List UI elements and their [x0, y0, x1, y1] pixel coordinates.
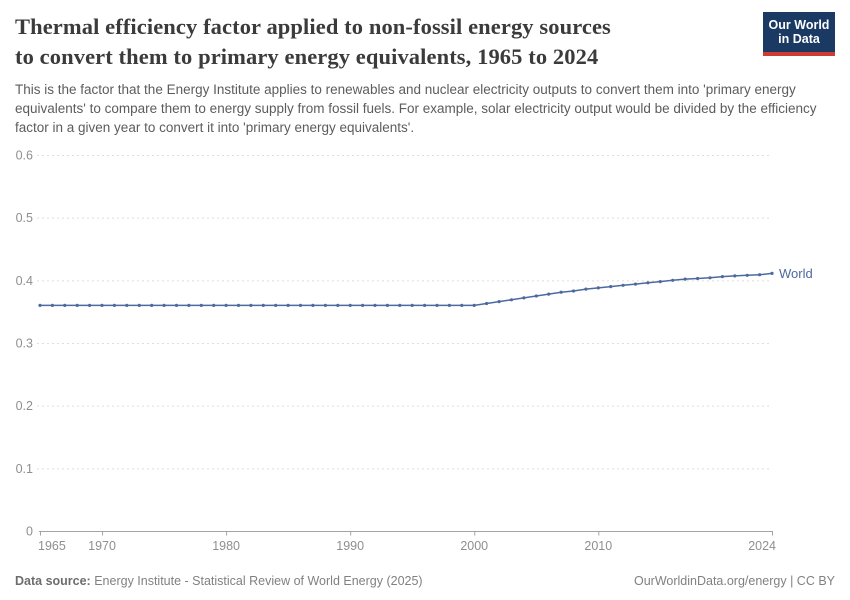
line-chart-plot-area[interactable]: 0 0.1 0.2 0.3 0.4 0.5 0.6 1965 1970 1980 1990 2000 2…	[0, 140, 850, 572]
data-point[interactable]	[311, 303, 315, 307]
data-point[interactable]	[522, 296, 526, 300]
data-point[interactable]	[509, 298, 514, 302]
series-line-world[interactable]	[40, 272, 773, 307]
x-axis-tick-label: 2000	[460, 539, 488, 553]
chart-footer: Data source: Energy Institute - Statisti…	[15, 574, 835, 588]
chart-title: Thermal efficiency factor applied to non…	[15, 12, 755, 72]
data-point[interactable]	[88, 303, 92, 307]
data-point[interactable]	[410, 303, 414, 307]
data-point[interactable]	[336, 303, 340, 307]
data-point[interactable]	[125, 303, 129, 307]
data-point[interactable]	[596, 286, 600, 290]
data-point[interactable]	[423, 303, 427, 307]
y-axis-tick-label: 0.1	[16, 462, 33, 476]
x-axis-tick-label: 1990	[336, 539, 364, 553]
y-axis-tick-label: 0.2	[16, 399, 33, 413]
y-axis-tick-label: 0	[26, 525, 33, 539]
data-point[interactable]	[187, 303, 191, 307]
y-axis-tick-label: 0.5	[16, 211, 33, 225]
data-point[interactable]	[63, 303, 67, 307]
data-point[interactable]	[559, 290, 563, 294]
data-point[interactable]	[609, 285, 613, 289]
data-point[interactable]	[286, 303, 290, 307]
data-point[interactable]	[460, 303, 464, 307]
data-point[interactable]	[385, 303, 389, 307]
x-axis-tick-label: 2010	[584, 539, 612, 553]
data-point[interactable]	[696, 276, 700, 281]
data-point[interactable]	[745, 273, 749, 277]
data-point[interactable]	[584, 287, 588, 291]
data-point[interactable]	[373, 303, 377, 307]
credit-link[interactable]: OurWorldinData.org/energy | CC BY	[633, 574, 835, 588]
data-point[interactable]	[137, 303, 141, 307]
data-point[interactable]	[571, 289, 576, 293]
x-axis-tick-label: 1965	[38, 539, 66, 553]
x-axis-tick-label: 2024	[748, 539, 776, 553]
chart-header: Our World in Data Thermal efficiency fac…	[15, 12, 835, 137]
x-axis-tick-label: 1980	[212, 539, 240, 553]
y-axis-tick-label: 0.3	[16, 337, 33, 351]
data-point[interactable]	[683, 277, 687, 281]
data-point[interactable]	[112, 303, 116, 307]
data-point[interactable]	[174, 303, 179, 307]
data-point[interactable]	[298, 303, 303, 307]
data-point[interactable]	[261, 303, 265, 307]
data-point[interactable]	[398, 303, 402, 307]
data-point[interactable]	[633, 282, 638, 286]
data-point[interactable]	[547, 292, 551, 296]
data-point[interactable]	[100, 303, 104, 307]
data-point[interactable]	[75, 303, 79, 307]
y-axis-tick-label: 0.4	[16, 274, 33, 288]
data-point[interactable]	[323, 303, 327, 307]
data-point[interactable]	[720, 275, 725, 279]
data-source-label: Data source:	[15, 574, 91, 588]
data-point[interactable]	[224, 303, 228, 307]
data-point[interactable]	[150, 303, 154, 307]
data-point[interactable]	[38, 303, 42, 307]
data-point[interactable]	[708, 276, 712, 280]
chart-title-line2: to convert them to primary energy equiva…	[15, 43, 599, 69]
data-point[interactable]	[671, 278, 675, 282]
data-point[interactable]	[534, 294, 538, 298]
data-point[interactable]	[435, 303, 439, 307]
data-point[interactable]	[646, 281, 650, 285]
chart-subtitle: This is the factor that the Energy Insti…	[15, 81, 817, 136]
data-point[interactable]	[497, 300, 501, 304]
data-point[interactable]	[658, 280, 662, 284]
data-point[interactable]	[733, 274, 737, 278]
data-source-note: Data source: Energy Institute - Statisti…	[15, 574, 423, 588]
data-point[interactable]	[770, 271, 774, 275]
data-point[interactable]	[472, 303, 476, 307]
owid-logo-line1: Our World	[768, 17, 830, 32]
data-point[interactable]	[621, 283, 625, 287]
data-point[interactable]	[348, 303, 352, 307]
data-point[interactable]	[199, 303, 203, 307]
owid-logo-line2: in Data	[778, 32, 820, 46]
y-axis-tick-label: 0.6	[16, 149, 33, 163]
data-point[interactable]	[485, 301, 489, 306]
owid-logo[interactable]: Our World in Data	[763, 12, 835, 56]
data-point[interactable]	[361, 303, 365, 307]
data-point[interactable]	[758, 273, 762, 277]
chart-title-line1: Thermal efficiency factor applied to non…	[15, 14, 611, 39]
data-point[interactable]	[162, 303, 166, 307]
series-end-label[interactable]: World	[779, 266, 813, 281]
data-point[interactable]	[274, 303, 278, 307]
data-point[interactable]	[50, 303, 55, 307]
data-point[interactable]	[236, 303, 241, 307]
x-axis-tick-label: 1970	[88, 539, 116, 553]
data-source-text: Energy Institute - Statistical Review of…	[90, 574, 423, 588]
data-point[interactable]	[212, 303, 216, 307]
data-point[interactable]	[249, 303, 253, 307]
data-point[interactable]	[447, 303, 451, 307]
